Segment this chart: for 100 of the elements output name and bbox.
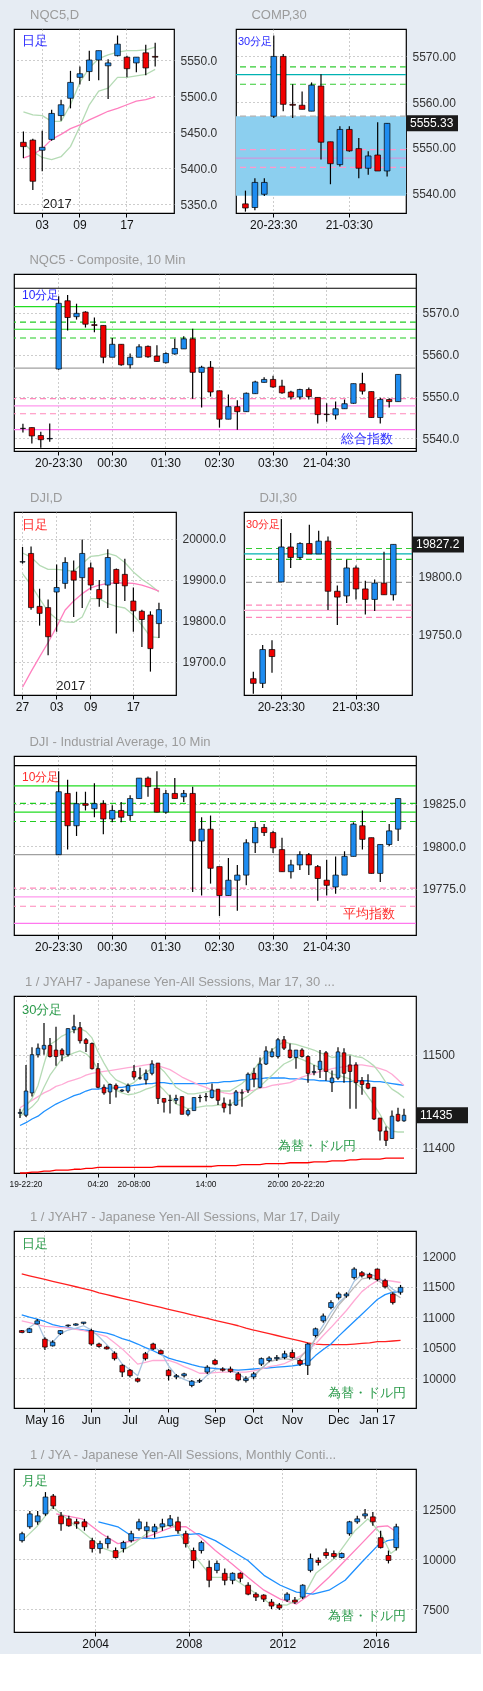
- annotation: 為替・ドル円: [278, 1138, 356, 1153]
- x-tick-label: Dec: [328, 1412, 350, 1427]
- x-tick-label: Sep: [204, 1412, 226, 1427]
- x-tick-label: 20-23:30: [250, 217, 298, 232]
- x-tick-label: 03:30: [258, 939, 289, 954]
- y-tick-label: 12500: [422, 1503, 457, 1518]
- annotation: 10分足: [22, 288, 60, 302]
- annotation: 為替・ドル円: [328, 1608, 406, 1623]
- y-tick-label: 5550.0: [180, 53, 218, 68]
- y-tick-label: 19750.0: [418, 627, 463, 642]
- x-tick-label: Jan 17: [359, 1412, 396, 1427]
- x-tick-label: 03: [49, 699, 64, 714]
- x-tick-label: 20-23:30: [257, 699, 306, 714]
- x-tick-label: 20-22:20: [291, 1178, 325, 1189]
- y-tick-label: 7500: [422, 1602, 450, 1617]
- x-tick-label: 27: [15, 699, 30, 714]
- y-tick-label: 5400.0: [180, 161, 218, 176]
- text: 5555.33: [410, 116, 454, 131]
- y-tick-label: 11400: [422, 1141, 456, 1156]
- x-tick-label: Aug: [157, 1412, 180, 1427]
- x-tick-label: 20:00: [267, 1178, 289, 1189]
- chart-title: COMP,30: [251, 7, 307, 22]
- annotation: 30分足: [238, 35, 273, 47]
- annotation: 2017: [42, 196, 72, 211]
- annotation: 日足: [22, 33, 48, 48]
- chart-title: DJI - Industrial Average, 10 Min: [29, 734, 211, 749]
- x-tick-label: 2008: [175, 1636, 203, 1651]
- text: 19827.2: [416, 537, 460, 552]
- x-tick-label: Jun: [81, 1412, 101, 1427]
- x-tick-label: 21-03:30: [325, 217, 374, 232]
- y-tick-label: 5540.00: [412, 186, 457, 201]
- y-tick-label: 5450.0: [180, 125, 218, 140]
- annotation: 10分足: [22, 770, 60, 784]
- y-tick-label: 10000: [422, 1552, 457, 1567]
- annotation: 平均指数: [343, 906, 395, 921]
- y-tick-label: 5560.0: [422, 348, 460, 363]
- y-tick-label: 19900.0: [182, 573, 227, 588]
- x-tick-label: 02:30: [204, 455, 235, 470]
- y-tick-label: 19800.0: [182, 614, 227, 629]
- x-tick-label: 20-08:00: [117, 1178, 151, 1189]
- chart-title: 1 / JYAH7 - Japanese Yen-All Sessions, Mar 17, 30 ...: [25, 974, 335, 989]
- annotation: 総合指数: [340, 431, 393, 446]
- x-tick-label: 20-23:30: [34, 939, 83, 954]
- x-tick-label: 17: [120, 217, 134, 232]
- annotation: 日足: [22, 1236, 48, 1251]
- x-tick-label: 2016: [362, 1636, 390, 1651]
- y-tick-label: 11500: [422, 1048, 456, 1063]
- x-tick-label: 2012: [269, 1636, 297, 1651]
- x-tick-label: 21-03:30: [332, 699, 381, 714]
- y-tick-label: 5540.0: [422, 431, 460, 446]
- x-tick-label: May 16: [25, 1412, 65, 1427]
- x-tick-label: Nov: [281, 1412, 303, 1427]
- chart-title: 1 / JYA - Japanese Yen-All Sessions, Monthly Conti...: [30, 1447, 337, 1462]
- x-tick-label: 04:20: [87, 1178, 109, 1189]
- y-tick-label: 10500: [422, 1341, 457, 1356]
- y-tick-label: 5500.0: [180, 89, 218, 104]
- y-tick-label: 10000: [422, 1371, 457, 1386]
- chart-title: DJI,30: [259, 490, 297, 505]
- x-tick-label: 01:30: [150, 455, 182, 470]
- y-tick-label: 5570.0: [422, 306, 460, 321]
- x-tick-label: 09: [84, 699, 98, 714]
- annotation: 為替・ドル円: [328, 1385, 406, 1400]
- x-tick-label: 03:30: [258, 455, 289, 470]
- text: 11435: [420, 1108, 453, 1123]
- annotation: 30分足: [246, 518, 281, 530]
- x-tick-label: 21-04:30: [302, 939, 351, 954]
- x-tick-label: 19-22:20: [9, 1178, 43, 1189]
- y-tick-label: 5560.00: [412, 95, 457, 110]
- x-tick-label: 20-23:30: [34, 455, 83, 470]
- y-tick-label: 19800.0: [418, 569, 463, 584]
- y-tick-label: 5550.00: [412, 141, 457, 156]
- annotation: 日足: [22, 517, 48, 532]
- x-tick-label: 03: [35, 217, 50, 232]
- y-tick-label: 5350.0: [180, 197, 218, 212]
- x-tick-label: Oct: [244, 1412, 264, 1427]
- chart-title: NQC5 - Composite, 10 Min: [29, 252, 186, 267]
- x-tick-label: 00:30: [97, 455, 128, 470]
- y-tick-label: 20000.0: [182, 532, 227, 547]
- chart-title: DJI,D: [30, 490, 63, 505]
- x-tick-label: 21-04:30: [302, 455, 351, 470]
- y-tick-label: 11500: [422, 1280, 456, 1295]
- x-tick-label: 14:00: [195, 1178, 217, 1189]
- y-tick-label: 19825.0: [422, 797, 467, 812]
- x-tick-label: 2004: [82, 1636, 110, 1651]
- y-tick-label: 5550.0: [422, 390, 460, 405]
- x-tick-label: 00:30: [97, 939, 128, 954]
- x-tick-label: Jul: [122, 1412, 138, 1427]
- annotation: 2017: [56, 678, 86, 693]
- y-tick-label: 19800.0: [422, 839, 467, 854]
- y-tick-label: 11000: [422, 1310, 456, 1325]
- y-tick-label: 5570.00: [412, 49, 457, 64]
- y-tick-label: 12000: [422, 1249, 457, 1264]
- x-tick-label: 09: [73, 217, 87, 232]
- chart-title: NQC5,D: [30, 7, 80, 22]
- y-tick-label: 19775.0: [422, 882, 467, 897]
- x-tick-label: 17: [126, 699, 141, 714]
- x-tick-label: 02:30: [204, 939, 235, 954]
- x-tick-label: 01:30: [150, 939, 182, 954]
- y-tick-label: 19700.0: [182, 655, 227, 670]
- chart-title: 1 / JYAH7 - Japanese Yen-All Sessions, Mar 17, Daily: [30, 1209, 341, 1224]
